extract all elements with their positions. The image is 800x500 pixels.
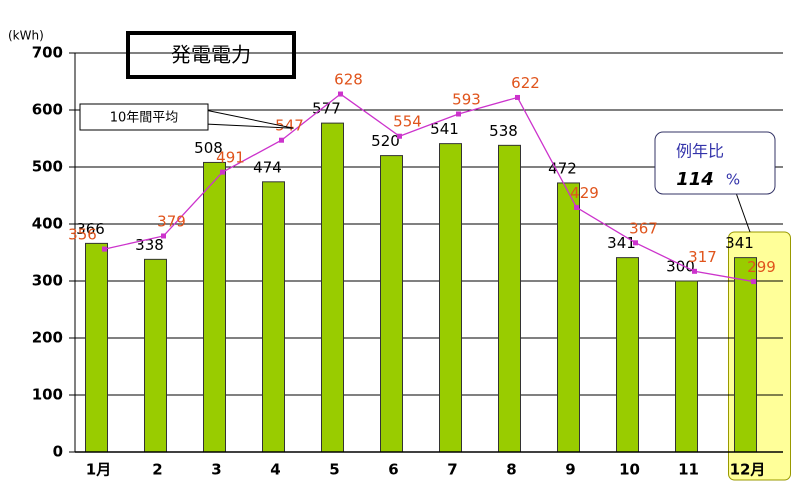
bar-value-label: 300 (666, 258, 695, 276)
line-value-label: 491 (216, 149, 245, 167)
bar-value-label: 508 (194, 139, 223, 157)
ratio-pointer (734, 189, 751, 233)
x-tick-label: 6 (388, 461, 398, 479)
bar (262, 181, 285, 453)
x-tick-label: 8 (506, 461, 516, 479)
ratio-unit: % (726, 171, 740, 189)
y-tick-label: 200 (32, 329, 63, 347)
line-value-label: 429 (570, 184, 599, 202)
line-value-label: 547 (275, 117, 304, 135)
bar-value-label: 538 (489, 122, 518, 140)
line-value-label: 317 (688, 248, 717, 266)
y-tick-label: 100 (32, 386, 63, 404)
line-marker (161, 233, 166, 239)
x-tick-label: 4 (270, 461, 280, 479)
bar-value-label: 472 (548, 159, 577, 177)
line-marker (574, 204, 579, 210)
bar-value-label: 541 (430, 120, 459, 138)
y-axis-label: (kWh) (8, 29, 44, 43)
ratio-box (654, 131, 776, 195)
line-marker (456, 111, 461, 117)
x-tick-label: 11 (678, 461, 699, 479)
line-value-label: 299 (747, 258, 776, 276)
line-value-label: 367 (629, 219, 658, 237)
x-tick-label: 9 (565, 461, 575, 479)
line-marker (338, 91, 343, 97)
bar-value-label: 366 (76, 220, 105, 238)
bar (675, 280, 698, 453)
bar (85, 242, 108, 453)
bar (557, 182, 580, 453)
line (104, 93, 754, 283)
line-marker (220, 169, 225, 175)
y-tick-label: 0 (53, 443, 63, 461)
x-tick-label: 1月 (86, 461, 111, 479)
line-value-label: 622 (511, 74, 540, 92)
legend-label: 10年間平均 (110, 111, 179, 126)
bar (498, 144, 521, 453)
x-tick-label: 2 (152, 461, 162, 479)
x-tick-label: 10 (619, 461, 640, 479)
line-marker (397, 133, 402, 139)
y-tick-label: 700 (32, 44, 63, 62)
line-value-label: 628 (334, 71, 363, 89)
line-marker (633, 240, 638, 246)
line-value-label: 593 (452, 90, 481, 108)
legend-box (79, 103, 209, 131)
bar (439, 143, 462, 453)
bar-value-label: 474 (253, 158, 282, 176)
chart-title: 発電電力 (171, 43, 251, 67)
y-tick-label: 400 (32, 215, 63, 233)
x-tick-label: 12月 (730, 461, 766, 479)
line-marker (515, 94, 520, 100)
x-tick-label: 5 (329, 461, 339, 479)
y-tick-label: 600 (32, 101, 63, 119)
line-value-label: 379 (157, 212, 186, 230)
ratio-value: 114 (676, 169, 714, 190)
bar (203, 161, 226, 453)
x-tick-label: 7 (447, 461, 457, 479)
line-marker (279, 137, 284, 143)
bar (380, 155, 403, 453)
line-marker (692, 268, 697, 274)
bar-value-label: 341 (725, 234, 754, 252)
bar (734, 257, 757, 453)
x-tick-label: 3 (211, 461, 221, 479)
bar (321, 122, 344, 453)
bar (616, 257, 639, 453)
bar-value-label: 577 (312, 100, 341, 118)
ratio-label: 例年比 (676, 142, 724, 161)
line-value-label: 356 (68, 226, 97, 244)
line-marker (751, 279, 756, 285)
title-box (126, 31, 296, 79)
bar-value-label: 520 (371, 132, 400, 150)
y-tick-label: 500 (32, 158, 63, 176)
line-value-label: 554 (393, 113, 422, 131)
bar (144, 258, 167, 453)
line-marker (102, 246, 107, 252)
y-tick-label: 300 (32, 272, 63, 290)
